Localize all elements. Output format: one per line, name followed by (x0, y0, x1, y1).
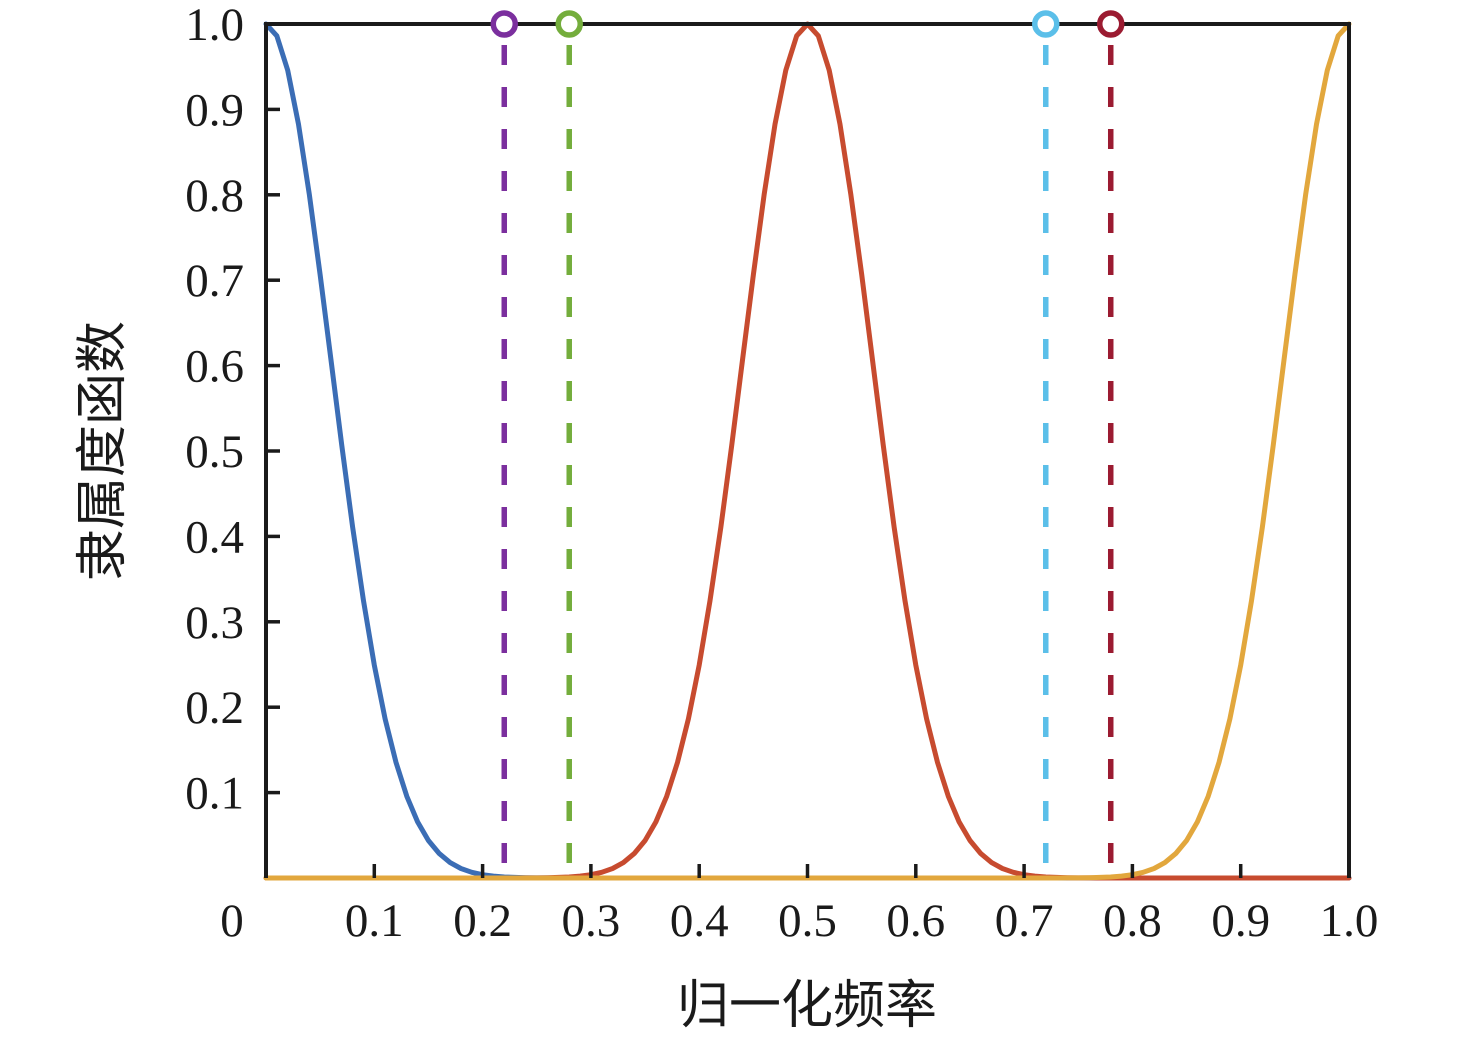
axis-ticks (266, 22, 1351, 878)
cutoff-marker-0.28 (555, 10, 583, 38)
x-tick-label: 0.2 (453, 895, 512, 947)
x-tick-label: 0.1 (345, 895, 404, 947)
y-tick-label: 0.5 (185, 426, 244, 478)
x-tick-label: 0.6 (886, 895, 945, 947)
y-tick-label: 0.3 (185, 597, 244, 649)
x-tick-label: 0.8 (1103, 895, 1162, 947)
y-tick-label: 0.1 (185, 768, 244, 820)
x-tick-label: 0.3 (562, 895, 621, 947)
axis-tick-labels: 0.1 0.2 0.3 0.4 0.5 0.6 0.7 0.8 0.9 1.0 0.1 0.2 0.3 0… (185, 0, 1378, 947)
plot-box (264, 22, 1351, 878)
curve-gaussian-mid (263, 21, 1352, 881)
y-tick-label: 0.2 (185, 682, 244, 734)
x-tick-label: 0.9 (1211, 895, 1270, 947)
y-tick-label: 0.7 (185, 255, 244, 307)
x-tick-label: 1.0 (1320, 895, 1379, 947)
curve-gaussian-high (263, 21, 1352, 881)
y-tick-label: 0.6 (185, 341, 244, 393)
x-tick-label: 0.4 (670, 895, 729, 947)
x-tick-label: 0.7 (995, 895, 1054, 947)
y-tick-label: 0.4 (185, 511, 244, 563)
cutoff-marker-0.22 (490, 10, 519, 38)
membership-curves (263, 21, 1352, 881)
cutoff-lines (501, 45, 1114, 878)
cutoff-marker-0.72 (1032, 10, 1060, 38)
y-tick-label: 0.9 (185, 84, 244, 136)
origin-label: 0 (220, 895, 244, 947)
cutoff-marker-0.78 (1096, 10, 1125, 38)
y-tick-label: 0.8 (185, 170, 244, 222)
y-tick-label: 1.0 (185, 0, 244, 51)
y-axis-title: 隶属度函数 (75, 321, 132, 581)
x-axis-title: 归一化频率 (677, 978, 937, 1035)
x-tick-label: 0.5 (778, 895, 837, 947)
curve-gaussian-low (263, 21, 1352, 881)
plot-box-spines (264, 22, 1351, 878)
cutoff-circle-markers (490, 10, 1125, 38)
